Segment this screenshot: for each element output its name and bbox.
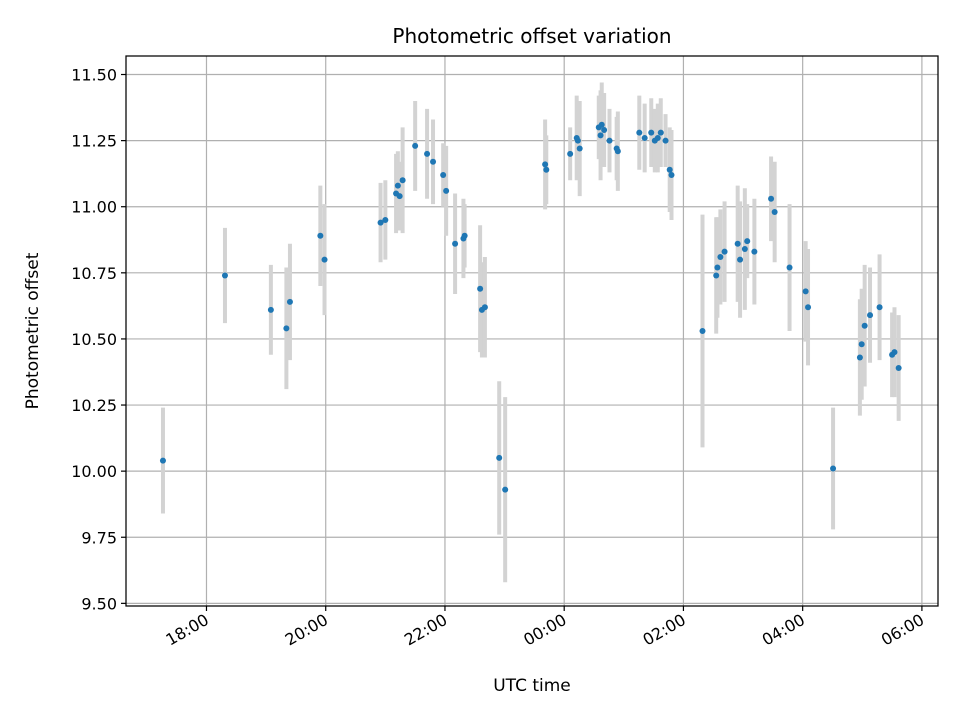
data-point <box>744 238 751 245</box>
data-point <box>424 150 431 157</box>
data-point <box>654 134 661 141</box>
x-axis-title: UTC time <box>493 676 571 696</box>
y-tick-label: 11.00 <box>71 198 117 217</box>
data-point <box>317 232 324 239</box>
chart-title: Photometric offset variation <box>392 24 671 48</box>
data-point <box>830 465 837 472</box>
data-point <box>543 166 550 173</box>
data-point <box>481 304 488 311</box>
y-tick-label: 10.50 <box>71 330 117 349</box>
y-tick-label: 10.25 <box>71 396 117 415</box>
data-point <box>159 457 166 464</box>
data-point <box>606 137 613 144</box>
data-point <box>741 246 748 253</box>
data-point <box>598 121 605 128</box>
data-point <box>430 158 437 165</box>
data-point <box>601 127 608 134</box>
data-point <box>396 193 403 200</box>
data-point <box>496 454 503 461</box>
data-point <box>399 177 406 184</box>
data-point <box>805 304 812 311</box>
data-point <box>283 325 290 332</box>
data-point <box>867 312 874 319</box>
y-tick-label: 11.25 <box>71 132 117 151</box>
data-point <box>751 248 758 255</box>
data-point <box>477 285 484 292</box>
data-point <box>377 219 384 226</box>
data-point <box>668 171 675 178</box>
data-point <box>321 256 328 263</box>
data-point <box>636 129 643 136</box>
data-point <box>876 304 883 311</box>
y-tick-label: 10.00 <box>71 462 117 481</box>
data-point <box>662 137 669 144</box>
data-point <box>576 145 583 152</box>
data-point <box>382 216 389 223</box>
data-point <box>713 272 720 279</box>
y-axis-title: Photometric offset <box>23 252 43 409</box>
data-point <box>440 171 447 178</box>
data-point <box>858 341 865 348</box>
y-tick-label: 9.50 <box>81 594 117 613</box>
data-point <box>666 166 673 173</box>
data-point <box>286 298 293 305</box>
data-point <box>542 161 549 168</box>
data-point <box>502 486 509 493</box>
data-point <box>699 328 706 334</box>
data-point <box>856 354 863 361</box>
data-points <box>159 121 902 493</box>
data-point <box>567 150 574 157</box>
data-point <box>768 195 775 202</box>
data-point <box>574 137 581 144</box>
data-point <box>461 232 468 239</box>
y-tick-label: 11.50 <box>71 66 117 85</box>
data-point <box>657 129 664 136</box>
data-point <box>771 209 778 216</box>
plot-frame <box>125 55 939 607</box>
data-point <box>734 240 741 247</box>
grid <box>126 56 938 606</box>
y-tick-label: 9.75 <box>81 528 117 547</box>
data-point <box>412 142 419 149</box>
data-point <box>597 132 604 139</box>
data-point <box>641 134 648 141</box>
data-point <box>394 182 401 189</box>
data-point <box>895 365 902 372</box>
data-point <box>221 272 228 279</box>
data-point <box>737 256 744 263</box>
data-point <box>861 322 868 329</box>
data-point <box>714 264 721 271</box>
data-point <box>802 288 809 295</box>
data-point <box>891 349 898 356</box>
y-tick-label: 10.75 <box>71 264 117 283</box>
data-point <box>721 248 728 255</box>
data-point <box>443 187 450 194</box>
data-point <box>717 253 724 260</box>
data-point <box>648 129 655 136</box>
data-point <box>786 264 793 271</box>
data-point <box>452 240 459 247</box>
data-point <box>614 148 621 155</box>
data-point <box>267 306 274 313</box>
